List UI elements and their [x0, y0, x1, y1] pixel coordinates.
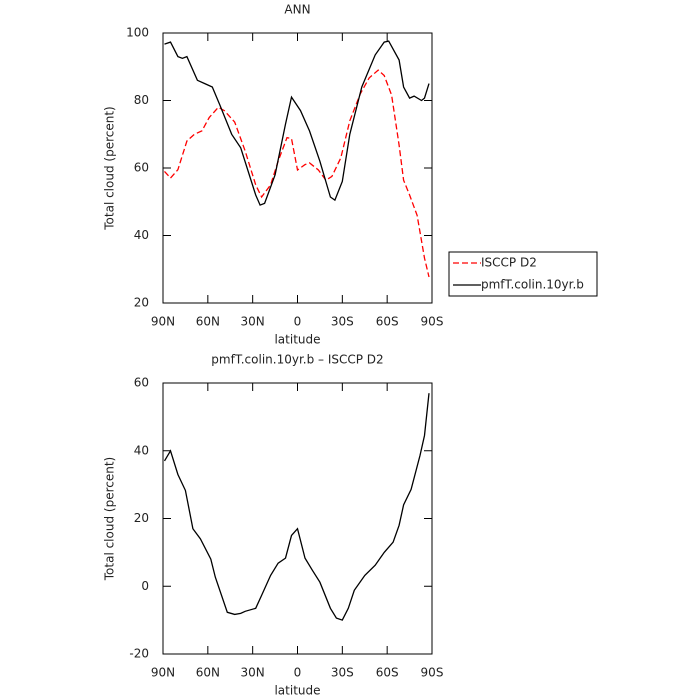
y-tick-label: 60	[134, 376, 149, 390]
x-axis-label: latitude	[274, 684, 320, 698]
legend-box	[448, 251, 598, 297]
chart-title: pmfT.colin.10yr.b – ISCCP D2	[211, 353, 383, 367]
y-axis-label: Total cloud (percent)	[103, 457, 117, 581]
x-tick-label: 90S	[421, 315, 444, 329]
x-tick-label: 60N	[196, 315, 220, 329]
y-tick-label: 40	[134, 228, 149, 242]
y-tick-label: 20	[134, 511, 149, 525]
y-tick-label: 80	[134, 93, 149, 107]
x-tick-label: 60S	[376, 315, 399, 329]
y-tick-label: 20	[134, 296, 149, 310]
y-tick-label: 0	[141, 579, 149, 593]
x-tick-label: 90N	[151, 315, 175, 329]
y-tick-label: 60	[134, 161, 149, 175]
data-line	[164, 69, 430, 278]
data-line	[164, 40, 430, 206]
data-line	[163, 393, 430, 621]
y-axis-label: Total cloud (percent)	[103, 106, 117, 230]
y-tick-label: -20	[129, 647, 149, 661]
x-tick-label: 0	[294, 315, 302, 329]
y-tick-label: 100	[126, 26, 149, 40]
x-tick-label: 30S	[331, 315, 354, 329]
x-axis-label: latitude	[274, 333, 320, 347]
chart-title: ANN	[284, 3, 310, 17]
x-tick-label: 30N	[241, 666, 265, 680]
x-tick-label: 90N	[151, 666, 175, 680]
x-tick-label: 60S	[376, 666, 399, 680]
x-tick-label: 60N	[196, 666, 220, 680]
x-tick-label: 90S	[421, 666, 444, 680]
y-tick-label: 40	[134, 443, 149, 457]
legend-label: pmfT.colin.10yr.b	[481, 278, 584, 292]
x-tick-label: 30N	[241, 315, 265, 329]
x-tick-label: 30S	[331, 666, 354, 680]
legend-label: ISCCP D2	[481, 256, 537, 270]
x-tick-label: 0	[294, 666, 302, 680]
